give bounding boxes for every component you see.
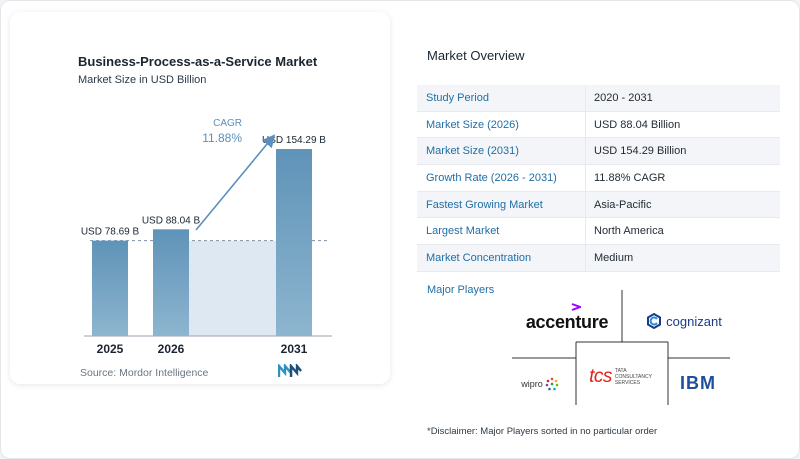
chart-title: Business-Process-as-a-Service Market <box>78 54 318 69</box>
overview-label: Fastest Growing Market <box>417 191 585 218</box>
overview-row: Market Concentration Medium <box>417 245 780 272</box>
mordor-logo-icon <box>278 364 302 377</box>
wipro-logo-text: wipro <box>521 379 543 389</box>
overview-value: 2020 - 2031 <box>585 85 780 111</box>
overview-value: Asia-Pacific <box>585 191 780 218</box>
overview-label: Study Period <box>417 85 585 111</box>
wipro-logo: wipro <box>510 370 570 398</box>
x-tick-label: 2025 <box>97 342 124 356</box>
overview-label: Market Concentration <box>417 245 585 271</box>
bar-2025 <box>92 240 128 336</box>
wipro-dots-icon <box>545 377 559 391</box>
bar-2026 <box>153 229 189 336</box>
x-tick-label: 2026 <box>158 342 185 356</box>
overview-label: Largest Market <box>426 225 500 238</box>
market-overview-table: Study Period 2020 - 2031 Market Size (202… <box>417 85 780 272</box>
overview-value: North America <box>585 218 780 245</box>
cagr-value: 11.88% <box>202 131 242 145</box>
ibm-logo-text: IBM <box>680 372 716 393</box>
major-players-title: Major Players <box>427 284 495 296</box>
x-tick-label: 2031 <box>281 342 308 356</box>
cagr-arrow <box>195 134 276 231</box>
chart-subtitle: Market Size in USD Billion <box>78 74 207 86</box>
overview-value: USD 154.29 Billion <box>585 138 780 165</box>
overview-row: Market Size (2026) USD 88.04 Billion <box>417 111 780 139</box>
cognizant-logo: cognizant <box>634 306 734 336</box>
source-text: Source: Mordor Intelligence <box>80 367 209 379</box>
overview-row: Study Period 2020 - 2031 <box>417 85 780 112</box>
overview-value: USD 88.04 Billion <box>585 111 780 138</box>
cognizant-logo-text: cognizant <box>666 313 722 329</box>
overview-row: Market Size (2031) USD 154.29 Billion <box>417 138 780 166</box>
overview-row: Fastest Growing Market Asia-Pacific <box>417 191 780 219</box>
tcs-logo: tcs TATA CONSULTANCY SERVICES <box>580 362 664 392</box>
overview-row: Largest Market North America <box>417 218 780 246</box>
overview-label: Market Size (2031) <box>417 138 585 165</box>
tcs-logo-text: tcs <box>589 366 612 387</box>
cognizant-mark-icon <box>647 313 662 329</box>
bar-value-label: USD 154.29 B <box>262 135 326 146</box>
overview-value: 11.88% CAGR <box>585 165 780 191</box>
overview-label: Growth Rate (2026 - 2031) <box>426 171 557 184</box>
bar-value-label: USD 78.69 B <box>81 227 140 238</box>
ibm-logo: IBM <box>670 370 726 396</box>
cagr-label: CAGR <box>213 118 242 129</box>
market-overview-title: Market Overview <box>427 48 525 63</box>
bar-value-label: USD 88.04 B <box>142 215 201 226</box>
overview-label: Market Size (2026) <box>426 118 519 131</box>
accenture-logo: accenture <box>512 303 622 340</box>
disclaimer-text: *Disclaimer: Major Players sorted in no … <box>427 426 658 437</box>
overview-value: Medium <box>585 245 780 271</box>
bar-2031 <box>276 149 312 336</box>
overview-row: Growth Rate (2026 - 2031) 11.88% CAGR <box>417 165 780 192</box>
growth-shade <box>189 240 276 336</box>
accenture-chevron-icon <box>571 303 581 311</box>
tcs-logo-subtext: TATA CONSULTANCY SERVICES <box>614 368 652 386</box>
accenture-logo-text: accenture <box>525 311 609 332</box>
